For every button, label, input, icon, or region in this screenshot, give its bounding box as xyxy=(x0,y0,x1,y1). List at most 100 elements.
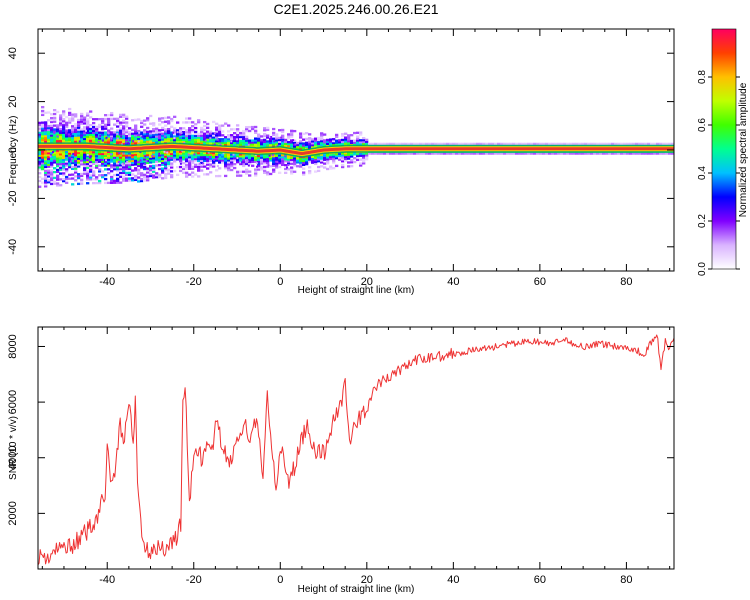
heatmap-cell xyxy=(314,170,318,173)
heatmap-cell xyxy=(83,153,87,156)
heatmap-cell xyxy=(287,162,291,165)
heatmap-cell xyxy=(158,160,162,163)
heatmap-cell xyxy=(146,152,150,155)
heatmap-cell xyxy=(38,152,42,156)
heatmap-cell xyxy=(278,138,282,142)
heatmap-cell xyxy=(365,140,369,143)
heatmap-cell xyxy=(194,138,198,141)
heatmap-cell xyxy=(233,143,237,146)
heatmap-cell xyxy=(287,160,291,163)
heatmap-cell xyxy=(635,152,639,155)
heatmap-speckle xyxy=(270,135,273,138)
heatmap-cell xyxy=(545,152,549,155)
heatmap-cell xyxy=(146,138,150,141)
heatmap-cell xyxy=(332,143,336,147)
heatmap-cell xyxy=(80,120,84,123)
heatmap-cell xyxy=(56,170,60,174)
heatmap-cell xyxy=(257,139,261,142)
heatmap-cell xyxy=(356,141,360,144)
heatmap-speckle xyxy=(168,157,171,160)
heatmap-cell xyxy=(254,129,258,133)
heatmap-cell xyxy=(191,125,195,128)
heatmap-cell xyxy=(164,124,168,127)
heatmap-cell xyxy=(188,173,192,176)
heatmap-cell xyxy=(62,129,66,132)
heatmap-cell xyxy=(296,165,300,168)
heatmap-cell xyxy=(653,152,657,155)
heatmap-cell xyxy=(326,156,330,159)
heatmap-cell xyxy=(206,136,210,139)
heatmap-speckle xyxy=(255,162,258,165)
heatmap-cell xyxy=(605,142,609,146)
heatmap-cell xyxy=(668,142,672,146)
heatmap-cell xyxy=(74,122,78,126)
heatmap-cell xyxy=(272,137,276,140)
heatmap-cell xyxy=(191,165,195,168)
heatmap-cell xyxy=(305,161,309,164)
heatmap-cell xyxy=(479,152,483,155)
heatmap-cell xyxy=(185,165,189,169)
heatmap-cell xyxy=(71,134,75,138)
heatmap-cell xyxy=(593,152,597,155)
heatmap-cell xyxy=(38,137,42,140)
heatmap-cell xyxy=(62,178,66,181)
heatmap-cell xyxy=(119,123,123,126)
heatmap-cell xyxy=(278,142,282,145)
heatmap-cell xyxy=(59,122,63,125)
heatmap-cell xyxy=(236,135,240,139)
heatmap-cell xyxy=(257,168,261,171)
heatmap-cell xyxy=(143,119,147,122)
heatmap-cell xyxy=(137,151,141,154)
heatmap-cell xyxy=(119,121,123,124)
heatmap-cell xyxy=(665,142,669,146)
heatmap-cell xyxy=(245,162,249,166)
heatmap-cell xyxy=(59,135,63,138)
heatmap-cell xyxy=(362,140,366,144)
heatmap-cell xyxy=(554,152,558,155)
heatmap-cell xyxy=(239,131,243,135)
heatmap-cell xyxy=(116,169,120,173)
heatmap-cell xyxy=(47,152,51,155)
heatmap-cell xyxy=(47,136,51,139)
heatmap-cell xyxy=(215,130,219,133)
heatmap-cell xyxy=(341,154,345,157)
heatmap-cell xyxy=(653,142,657,146)
heatmap-cell xyxy=(332,153,336,156)
heatmap-cell xyxy=(185,138,189,142)
heatmap-cell xyxy=(68,121,72,124)
heatmap-cell xyxy=(146,175,150,178)
heatmap-cell xyxy=(89,160,93,164)
heatmap-cell xyxy=(542,152,546,155)
heatmap-cell xyxy=(161,157,165,161)
heatmap-cell xyxy=(584,152,588,155)
snr-xtick-label: 0 xyxy=(277,574,283,586)
heatmap-cell xyxy=(356,131,360,134)
heatmap-cell xyxy=(65,162,69,165)
heatmap-cell xyxy=(137,157,141,160)
heatmap-cell xyxy=(221,124,225,127)
heatmap-cell xyxy=(245,172,249,175)
heatmap-cell xyxy=(62,158,66,161)
heatmap-cell xyxy=(176,173,180,177)
heatmap-cell xyxy=(263,169,267,173)
heatmap-cell xyxy=(182,158,186,161)
heatmap-cell xyxy=(134,174,138,178)
heatmap-speckle xyxy=(99,134,102,137)
heatmap-cell xyxy=(239,174,243,177)
heatmap-cell xyxy=(107,117,111,121)
heatmap-cell xyxy=(320,153,324,156)
heatmap-cell xyxy=(455,152,459,155)
heatmap-cell xyxy=(290,166,294,169)
heatmap-cell xyxy=(272,162,276,166)
heatmap-cell xyxy=(83,118,87,121)
heatmap-cell xyxy=(347,136,351,139)
heatmap-cell xyxy=(413,152,417,155)
heatmap-cell xyxy=(341,165,345,169)
heatmap-cell xyxy=(95,135,99,138)
heatmap-cell xyxy=(452,152,456,155)
heatmap-cell xyxy=(56,133,60,137)
heatmap-cell xyxy=(533,142,537,146)
heatmap-cell xyxy=(83,170,87,173)
heatmap-cell xyxy=(254,137,258,140)
heatmap-cell xyxy=(47,124,51,128)
